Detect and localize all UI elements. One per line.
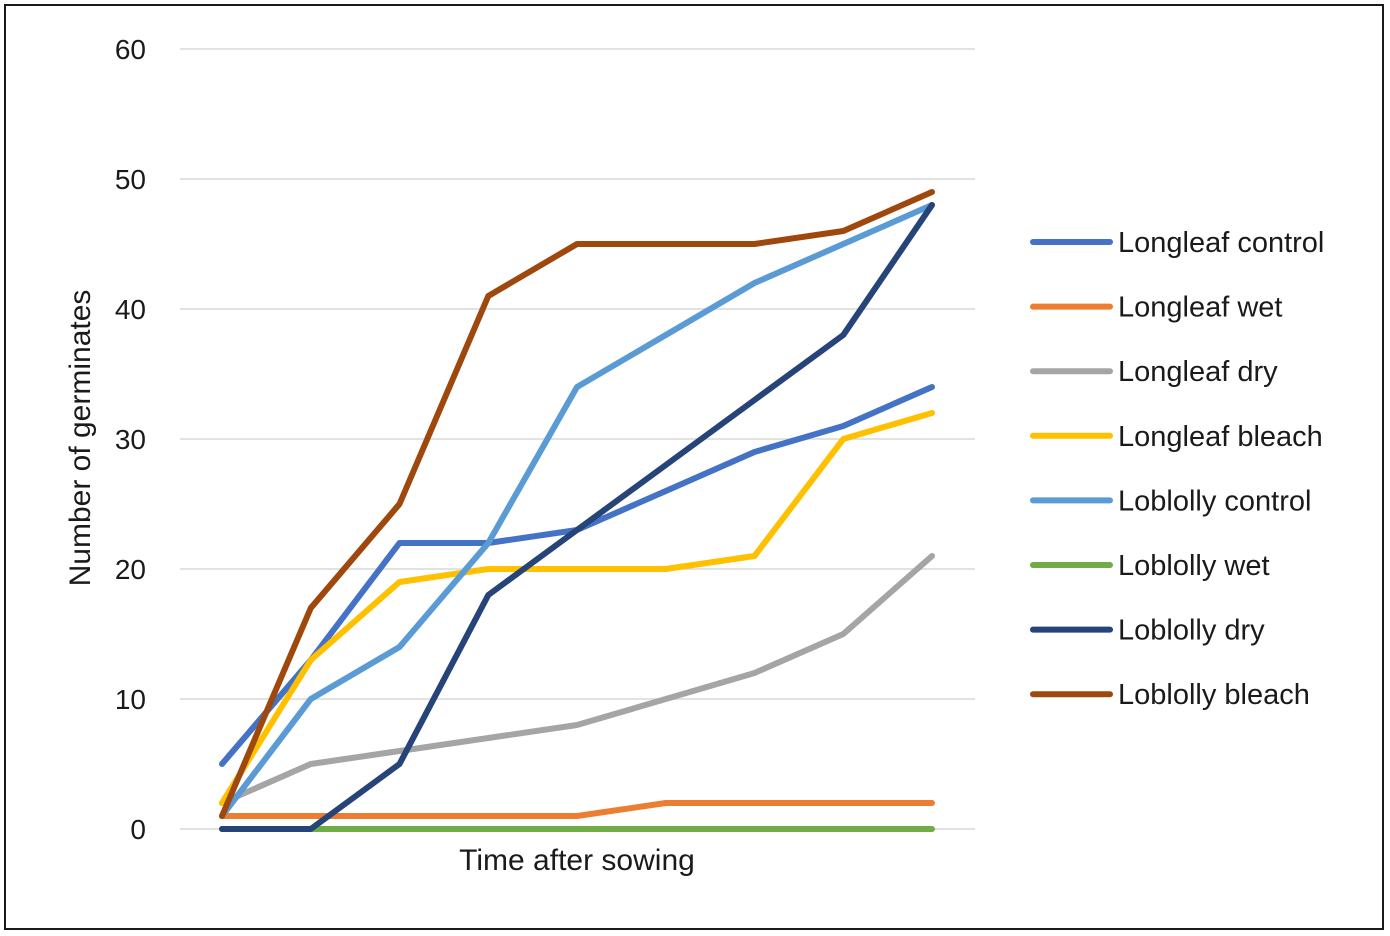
- y-tick-label-20: 20: [115, 554, 146, 585]
- chart-frame: [4, 4, 1384, 930]
- legend-label-loblolly-dry: Loblolly dry: [1118, 615, 1265, 647]
- y-tick-label-60: 60: [115, 34, 146, 65]
- series-lines: [219, 189, 935, 832]
- legend: Longleaf control Longleaf wet Longleaf dry…: [1030, 227, 1324, 711]
- series-line-loblolly-control: [219, 202, 935, 819]
- legend-label-longleaf-dry: Longleaf dry: [1118, 356, 1278, 388]
- x-axis-title: Time after sowing: [459, 844, 695, 877]
- legend-label-loblolly-wet: Loblolly wet: [1118, 550, 1270, 582]
- series-line-loblolly-bleach: [219, 189, 935, 819]
- y-tick-label-30: 30: [115, 424, 146, 455]
- series-line-longleaf-dry: [219, 553, 935, 806]
- y-tick-label-40: 40: [115, 294, 146, 325]
- series-line-loblolly-dry: [219, 202, 935, 832]
- y-tick-label-10: 10: [115, 684, 146, 715]
- legend-label-longleaf-bleach: Longleaf bleach: [1118, 421, 1323, 453]
- series-line-longleaf-wet: [219, 800, 935, 819]
- series-line-longleaf-control: [219, 384, 935, 767]
- y-axis-tick-labels: 0 10 20 30 40 50 60: [115, 34, 146, 845]
- series-line-longleaf-bleach: [219, 410, 935, 806]
- y-tick-label-50: 50: [115, 164, 146, 195]
- legend-label-longleaf-wet: Longleaf wet: [1118, 292, 1282, 324]
- y-tick-label-0: 0: [130, 814, 146, 845]
- legend-label-loblolly-control: Loblolly control: [1118, 485, 1311, 517]
- y-axis-title: Number of germinates: [64, 290, 97, 587]
- legend-label-loblolly-bleach: Loblolly bleach: [1118, 679, 1310, 711]
- legend-label-longleaf-control: Longleaf control: [1118, 227, 1324, 259]
